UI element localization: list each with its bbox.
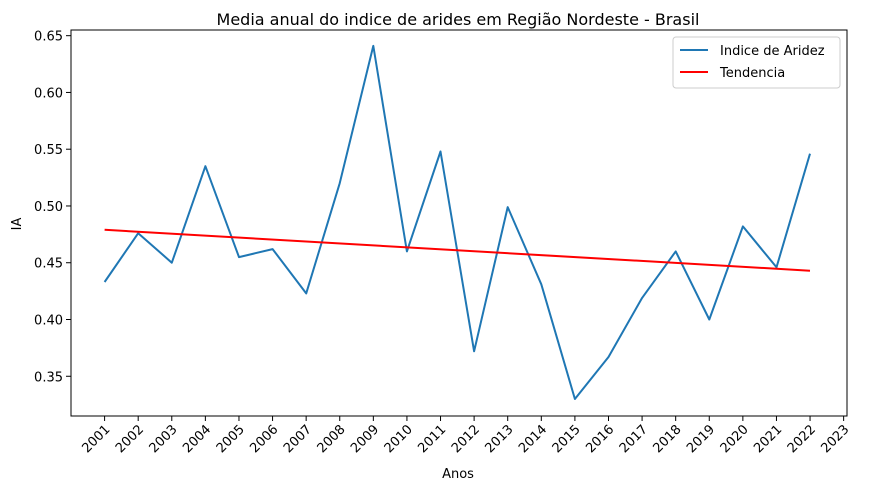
legend: Indice de Aridez Tendencia [672, 36, 841, 89]
y-tick-label-0.60: 0.60 [34, 86, 63, 101]
series-line-0 [103, 44, 811, 400]
legend-label-indice: Indice de Aridez [720, 44, 825, 59]
y-tick-label-0.45: 0.45 [34, 257, 63, 272]
series-line-1 [104, 228, 811, 272]
legend-label-tendencia: Tendencia [719, 66, 785, 81]
chart-title: Media anual do indice de arides em Regiã… [217, 10, 700, 29]
y-tick-label-0.65: 0.65 [34, 30, 63, 45]
y-axis: 0.35 0.40 0.45 0.50 0.55 0.60 0.65 [34, 30, 71, 385]
legend-box [672, 36, 841, 89]
y-axis-title: IA [10, 218, 25, 231]
y-tick-label-0.35: 0.35 [34, 370, 63, 385]
plot-frame [70, 29, 848, 417]
y-tick-label-0.50: 0.50 [34, 200, 63, 215]
plot-area [70, 29, 848, 417]
y-tick-label-0.40: 0.40 [34, 314, 63, 329]
series-layer [103, 44, 811, 400]
y-tick-label-0.55: 0.55 [34, 143, 63, 158]
x-axis-title: Anos [442, 467, 474, 482]
